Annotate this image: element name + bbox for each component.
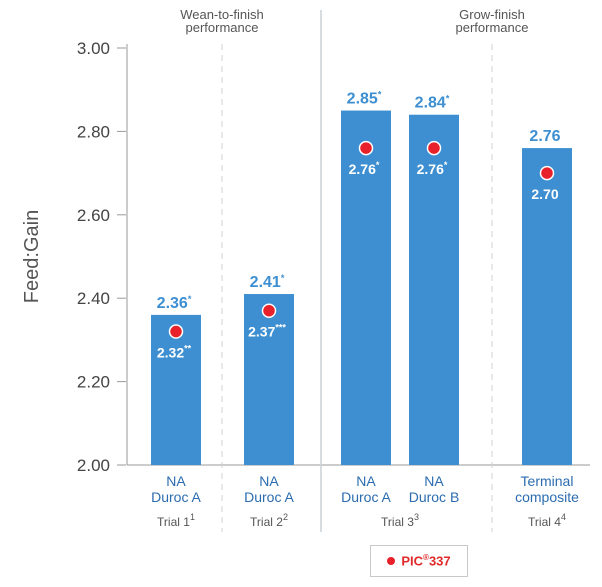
- group-title: performance: [456, 20, 529, 35]
- trial-label: Trial 22: [250, 512, 288, 529]
- bar-value-label: 2.41*: [250, 273, 285, 291]
- y-tick-label: 2.80: [77, 122, 110, 141]
- pic-value-label: 2.76*: [417, 160, 448, 177]
- pic-value-label: 2.76*: [349, 160, 380, 177]
- category-label: NA: [424, 473, 444, 489]
- category-label: Terminal: [521, 473, 574, 489]
- bar-value-label: 2.76: [529, 128, 560, 145]
- pic-dot: [261, 303, 277, 318]
- pic-dot: [358, 140, 374, 156]
- bar-value-label: 2.36*: [157, 294, 192, 312]
- y-tick-label: 2.40: [77, 289, 110, 308]
- pic-value-label: 2.32**: [157, 344, 192, 361]
- legend-label: PIC®337: [401, 553, 451, 569]
- bar: [151, 314, 201, 465]
- y-tick-label: 2.60: [77, 206, 110, 225]
- bar-value-label: 2.84*: [415, 94, 450, 112]
- bar: [244, 294, 294, 465]
- pic-dot: [168, 324, 184, 339]
- category-label: NA: [166, 473, 186, 489]
- pic-dot: [539, 165, 555, 181]
- pic-value-label: 2.70: [531, 186, 558, 202]
- pic-value-label: 2.37***: [248, 323, 286, 340]
- category-label: Duroc A: [244, 489, 294, 505]
- category-label: NA: [259, 473, 279, 489]
- bar-value-label: 2.85*: [347, 90, 382, 108]
- category-label: Duroc A: [151, 489, 201, 505]
- category-label: composite: [515, 489, 579, 505]
- y-tick-label: 3.00: [77, 39, 110, 58]
- category-label: NA: [356, 473, 376, 489]
- legend-dot-icon: [387, 557, 396, 565]
- y-tick-label: 2.00: [77, 456, 110, 475]
- pic-dot: [426, 140, 442, 156]
- group-title: performance: [186, 20, 259, 35]
- category-label: Duroc B: [409, 489, 460, 505]
- trial-label: Trial 33: [381, 512, 419, 529]
- legend: PIC®337: [370, 545, 468, 577]
- y-axis-label: Feed:Gain: [21, 210, 43, 303]
- bar: [341, 110, 391, 466]
- bar: [409, 114, 459, 465]
- group-title: Wean-to-finish: [180, 7, 264, 22]
- bar: [522, 148, 572, 465]
- group-title: Grow-finish: [459, 7, 525, 22]
- category-label: Duroc A: [341, 489, 391, 505]
- trial-label: Trial 11: [157, 512, 195, 529]
- trial-label: Trial 44: [528, 512, 566, 529]
- y-tick-label: 2.20: [77, 373, 110, 392]
